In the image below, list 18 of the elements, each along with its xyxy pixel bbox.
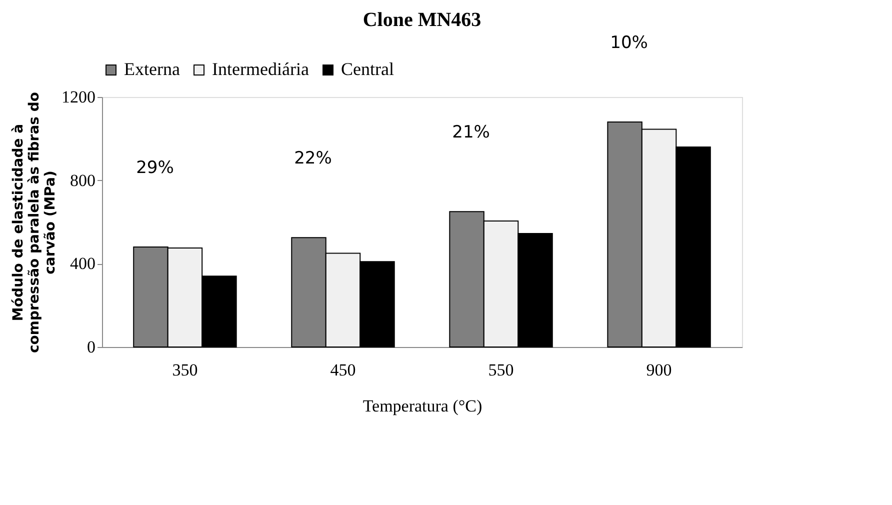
chart-title: Clone MN463 [362, 9, 482, 31]
y-tick-label: 800 [70, 170, 96, 190]
legend-label: Central [341, 59, 394, 79]
x-tick-label: 900 [646, 360, 672, 380]
x-axis-title: Temperatura (°C) [362, 396, 482, 416]
y-tick-label: 1200 [62, 88, 96, 106]
annotation: 21% [452, 122, 490, 143]
legend-label: Intermediária [212, 59, 309, 79]
x-tick-label: 350 [172, 360, 198, 380]
y-tick-label: 0 [87, 338, 96, 356]
y-axis-title: Módulo de elasticidade à compressão paralela às fibras do carvão (MPa) [10, 92, 58, 354]
annotation: 22% [294, 148, 332, 169]
x-tick-label: 550 [488, 360, 514, 380]
legend-label: Externa [124, 59, 180, 79]
x-tick-label: 450 [330, 360, 356, 380]
y-tick-label: 400 [70, 254, 96, 274]
text: 10% [610, 33, 648, 53]
annotation: 29% [136, 158, 174, 178]
